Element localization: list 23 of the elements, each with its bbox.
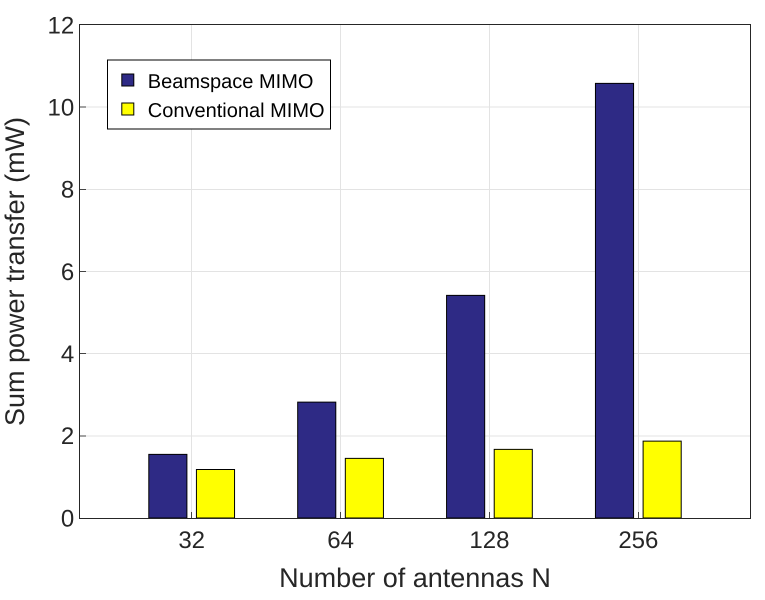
x-tick-label: 128	[469, 526, 510, 554]
bar	[196, 469, 236, 518]
bar	[344, 458, 384, 518]
y-tick-label: 8	[60, 176, 74, 204]
bar	[494, 448, 533, 518]
x-tick-label: 64	[327, 526, 354, 554]
y-tick-label: 12	[47, 12, 74, 40]
y-tick-label: 6	[60, 258, 74, 286]
y-axis-title: Sum power transfer (mW)	[0, 116, 30, 426]
legend-label: Conventional MIMO	[148, 100, 325, 122]
x-tick-label: 32	[178, 526, 206, 554]
y-tick-label: 0	[60, 505, 74, 532]
bar	[297, 402, 336, 518]
y-tick-label: 4	[60, 341, 74, 368]
x-tick-label: 256	[618, 526, 658, 554]
bar	[148, 454, 188, 518]
bar	[642, 440, 682, 518]
x-axis-title: Number of antennas N	[279, 563, 551, 594]
y-tick-label: 2	[60, 423, 74, 450]
y-tick-label: 10	[47, 94, 74, 122]
legend-label: Beamspace MIMO	[148, 70, 314, 93]
bar	[446, 294, 486, 518]
bar	[594, 82, 634, 518]
